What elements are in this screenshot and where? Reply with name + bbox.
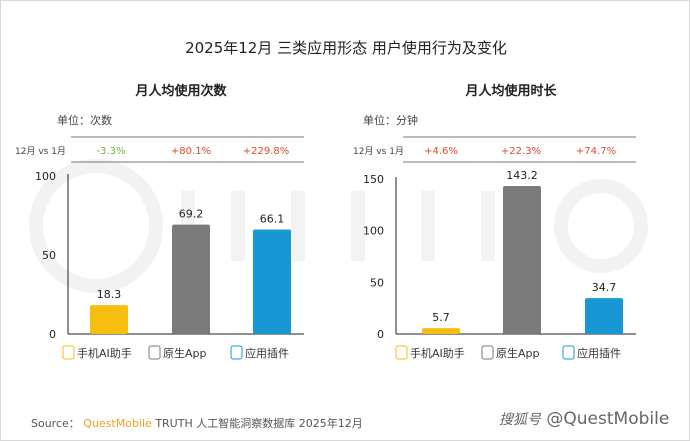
credit-handle: @QuestMobile [546, 409, 670, 429]
change-value: +229.8% [243, 146, 290, 157]
data-label: 66.1 [260, 213, 285, 226]
legend-item: 手机AI助手 [77, 346, 132, 360]
bar-1 [422, 328, 460, 334]
watermark-letters [181, 191, 495, 261]
source-text: TRUTH 人工智能洞察数据库 2025年12月 [155, 417, 363, 430]
watermark-logo [29, 159, 648, 293]
y-tick-label: 50 [42, 249, 56, 262]
bar-3 [585, 298, 623, 334]
bar-2 [172, 224, 210, 334]
y-tick-label: 150 [363, 173, 384, 186]
y-tick-label: 0 [49, 328, 56, 341]
legend-item: 原生App [496, 346, 540, 360]
app-icon [148, 345, 161, 360]
legend-item: 应用插件 [577, 346, 621, 360]
data-label: 18.3 [97, 288, 122, 301]
phone-icon [62, 345, 75, 360]
unit-label: 单位：分钟 [363, 113, 418, 127]
source-brand: QuestMobile [83, 417, 152, 430]
y-tick-label: 0 [377, 328, 384, 341]
data-label: 34.7 [592, 281, 617, 294]
credit-prefix: 搜狐号 [499, 412, 541, 428]
y-tick-label: 100 [35, 170, 56, 183]
legend-item: 原生App [163, 346, 207, 360]
ai-plugin-icon [230, 345, 243, 360]
unit-label: 单位：次数 [57, 113, 112, 127]
comparison-label: 12月 vs 1月 [353, 146, 404, 157]
change-value: +74.7% [576, 146, 616, 157]
bar-3 [253, 229, 291, 334]
legend-item: 手机AI助手 [410, 346, 465, 360]
phone-icon [395, 345, 408, 360]
app-icon [481, 345, 494, 360]
chart-title: 月人均使用时长 [464, 83, 557, 99]
data-label: 69.2 [179, 208, 204, 221]
change-value: -3.3% [96, 146, 125, 157]
chart-title: 月人均使用次数 [134, 83, 227, 99]
data-label: 5.7 [432, 311, 450, 324]
legend-item: 应用插件 [245, 346, 289, 360]
data-label: 143.2 [506, 169, 538, 182]
bar-1 [90, 305, 128, 334]
ai-plugin-icon [562, 345, 575, 360]
change-value: +80.1% [171, 146, 211, 157]
change-value: +4.6% [424, 146, 458, 157]
comparison-label: 12月 vs 1月 [15, 146, 66, 157]
credit: 搜狐号 @QuestMobile [499, 409, 669, 429]
change-value: +22.3% [501, 146, 541, 157]
source-note: Source： QuestMobile TRUTH 人工智能洞察数据库 2025… [31, 415, 363, 431]
y-tick-label: 50 [370, 276, 384, 289]
main-title: 2025年12月 三类应用形态 用户使用行为及变化 [185, 39, 507, 57]
source-label: Source： [31, 417, 80, 430]
bar-2 [503, 186, 541, 334]
y-tick-label: 100 [363, 225, 384, 238]
